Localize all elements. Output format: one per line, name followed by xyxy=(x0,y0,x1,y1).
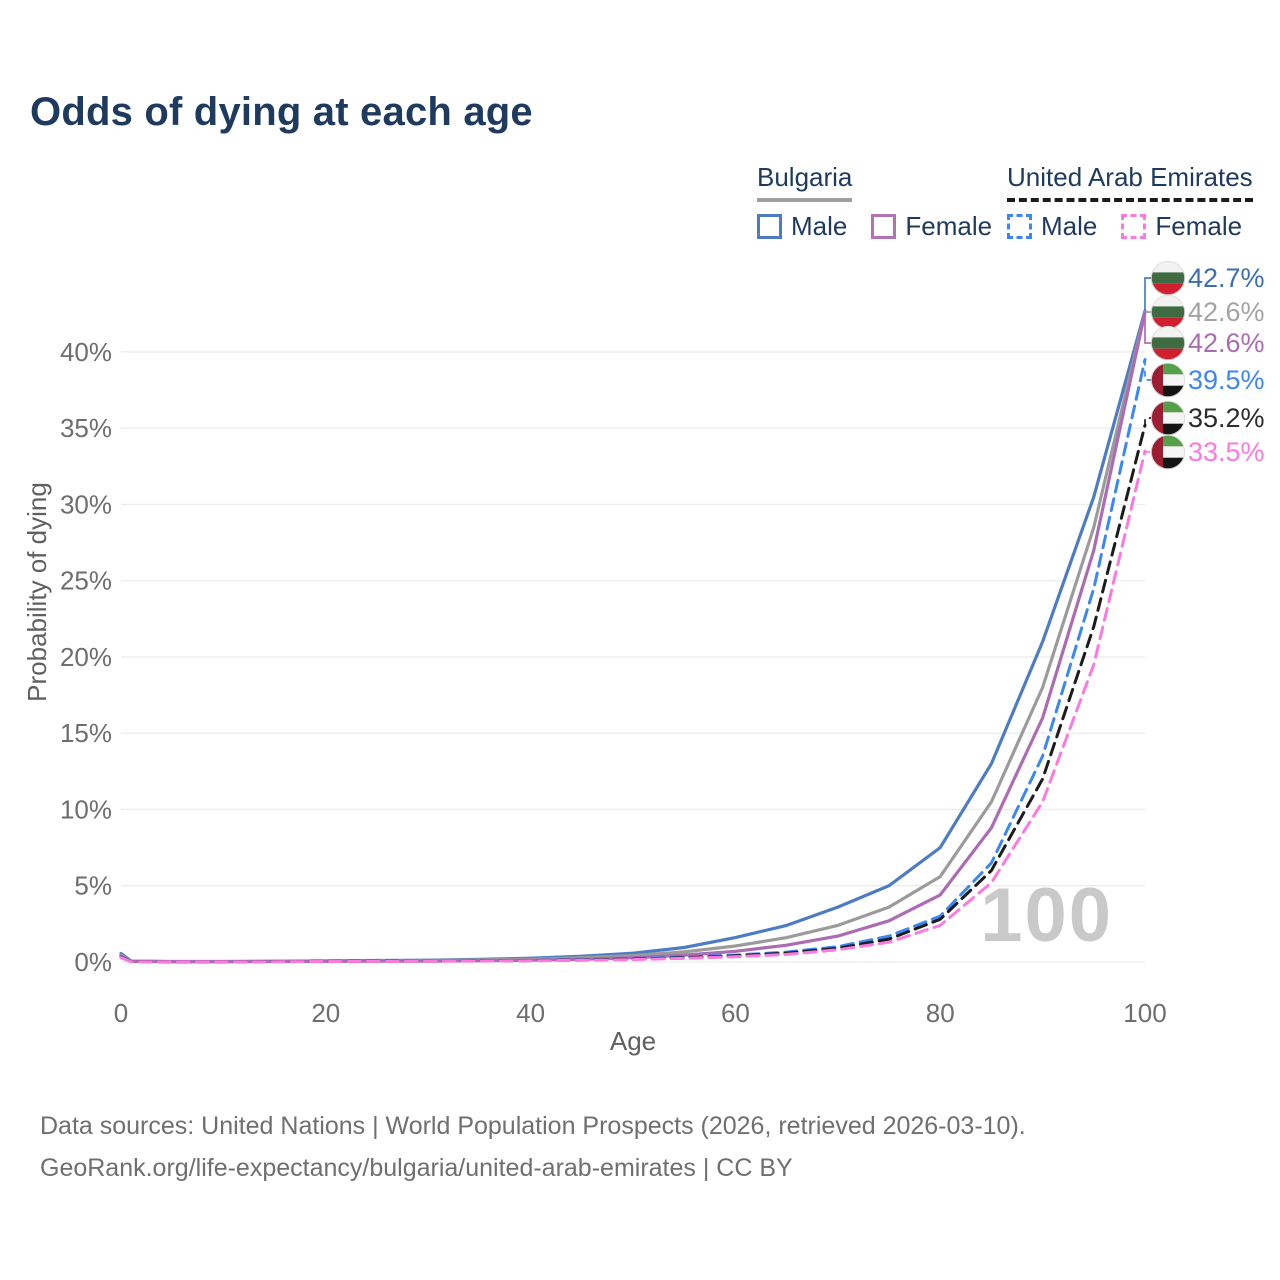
y-tick-label: 0% xyxy=(74,947,112,977)
chart-title: Odds of dying at each age xyxy=(30,90,533,134)
leader-line xyxy=(1144,417,1151,426)
legend-row-bulgaria: Male Female xyxy=(757,211,992,242)
series-end-label-bulgaria-male: 42.7% xyxy=(1150,260,1265,296)
end-value-label: 42.6% xyxy=(1188,328,1265,358)
leader-line xyxy=(1144,359,1151,381)
x-tick-label: 80 xyxy=(926,998,955,1028)
legend-swatch-bulgaria-female[interactable] xyxy=(871,214,897,239)
uae-flag-icon xyxy=(1150,362,1186,398)
series-line-united-arab-emirates-female[interactable] xyxy=(119,449,1147,964)
leader-line xyxy=(1144,451,1151,453)
legend-label-uae-female[interactable]: Female xyxy=(1155,211,1243,241)
y-tick-label: 10% xyxy=(60,794,112,824)
bulgaria-flag-icon xyxy=(1150,260,1186,296)
series-end-label-bulgaria-both-sexes: 42.6% xyxy=(1150,294,1265,330)
x-tick-label: 20 xyxy=(311,998,340,1028)
x-tick-label: 40 xyxy=(516,998,545,1028)
legend-group-bulgaria: Bulgaria Male Female xyxy=(757,162,992,242)
y-tick-label: 40% xyxy=(60,337,112,367)
end-value-label: 42.7% xyxy=(1188,263,1265,293)
age-watermark: 100 xyxy=(980,873,1113,958)
bulgaria-flag-icon xyxy=(1150,294,1186,330)
legend-label-bulgaria-male[interactable]: Male xyxy=(791,211,848,241)
end-value-label: 39.5% xyxy=(1188,365,1265,395)
x-axis-title: Age xyxy=(610,1026,656,1056)
y-tick-label: 20% xyxy=(60,642,112,672)
legend-country-bulgaria[interactable]: Bulgaria xyxy=(757,162,853,202)
legend-label-uae-male[interactable]: Male xyxy=(1041,211,1098,241)
series-end-label-bulgaria-female: 42.6% xyxy=(1150,325,1265,361)
uae-flag-icon xyxy=(1150,434,1186,470)
end-value-label: 35.2% xyxy=(1188,403,1265,433)
leader-line xyxy=(1144,312,1151,344)
legend-swatch-uae-female[interactable] xyxy=(1121,214,1147,239)
y-axis-title: Probability of dying xyxy=(22,482,52,702)
legend-swatch-uae-male[interactable] xyxy=(1007,214,1032,239)
x-tick-label: 100 xyxy=(1123,998,1166,1028)
y-tick-label: 5% xyxy=(74,871,112,901)
uae-flag-icon xyxy=(1150,400,1186,436)
y-tick-label: 30% xyxy=(60,489,112,519)
legend-country-uae[interactable]: United Arab Emirates xyxy=(1007,162,1253,202)
series-end-label-united-arab-emirates-female: 33.5% xyxy=(1150,434,1265,470)
footer-sources: Data sources: United Nations | World Pop… xyxy=(40,1112,1026,1140)
series-end-label-united-arab-emirates-both-sexes: 35.2% xyxy=(1150,400,1265,436)
y-tick-label: 35% xyxy=(60,413,112,443)
y-tick-label: 15% xyxy=(60,718,112,748)
footer-link: GeoRank.org/life-expectancy/bulgaria/uni… xyxy=(40,1154,793,1182)
footer: Data sources: United Nations | World Pop… xyxy=(40,1105,1026,1189)
y-tick-label: 25% xyxy=(60,566,112,596)
legend-swatch-bulgaria-male[interactable] xyxy=(757,214,782,239)
leader-line xyxy=(1144,277,1151,311)
legend-row-uae: Male Female xyxy=(1007,211,1253,242)
series-end-label-united-arab-emirates-male: 39.5% xyxy=(1150,362,1265,398)
x-tick-label: 60 xyxy=(721,998,750,1028)
legend-group-uae: United Arab Emirates Male Female xyxy=(1007,162,1253,242)
legend-label-bulgaria-female[interactable]: Female xyxy=(905,211,993,241)
x-tick-label: 0 xyxy=(114,998,128,1028)
end-value-label: 33.5% xyxy=(1188,437,1265,467)
end-value-label: 42.6% xyxy=(1188,297,1265,327)
bulgaria-flag-icon xyxy=(1150,325,1186,361)
